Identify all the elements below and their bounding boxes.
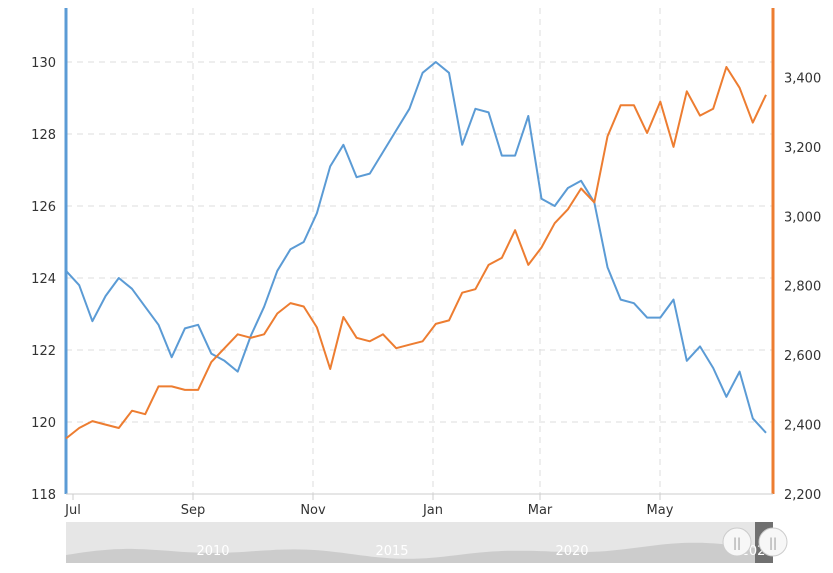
right-tick-label: 2,600 (784, 349, 821, 364)
navigator-area (66, 542, 773, 563)
x-axis: Jul Sep Nov Jan Mar May (64, 493, 773, 518)
left-tick-label: 130 (31, 56, 56, 71)
x-tick-label: Jan (422, 503, 443, 518)
x-tick-label: Nov (300, 503, 326, 518)
x-tick-label: May (647, 503, 674, 518)
x-tick-label: Sep (181, 503, 206, 518)
navigator[interactable]: 2010 2015 2020 202 || || (66, 522, 788, 563)
handle-grip-icon: || (769, 536, 777, 550)
left-tick-label: 120 (31, 416, 56, 431)
navigator-right-handle[interactable]: || (758, 527, 788, 557)
series-line-2 (65, 66, 767, 440)
x-tick-label: Jul (64, 503, 81, 518)
right-tick-label: 3,400 (784, 71, 821, 86)
right-tick-label: 2,800 (784, 280, 821, 295)
left-tick-label: 124 (31, 272, 56, 287)
right-tick-label: 2,400 (784, 419, 821, 434)
right-tick-label: 3,000 (784, 210, 821, 225)
left-tick-label: 126 (31, 200, 56, 215)
left-y-axis: 118 120 122 124 126 128 130 (31, 8, 68, 503)
navigator-left-handle[interactable]: || (722, 527, 752, 557)
left-tick-label: 122 (31, 344, 56, 359)
left-tick-label: 128 (31, 128, 56, 143)
left-tick-label: 118 (31, 488, 56, 503)
right-y-axis: 2,200 2,400 2,600 2,800 3,000 3,200 3,400 (771, 8, 821, 503)
x-tick-label: Mar (528, 503, 553, 518)
right-tick-label: 2,200 (784, 488, 821, 503)
series-line-1 (65, 61, 767, 434)
navigator-label: 2015 (375, 544, 408, 559)
right-tick-label: 3,200 (784, 141, 821, 156)
navigator-label: 2010 (196, 544, 229, 559)
navigator-label: 2020 (555, 544, 588, 559)
series-layer (65, 61, 767, 440)
handle-grip-icon: || (733, 536, 741, 550)
